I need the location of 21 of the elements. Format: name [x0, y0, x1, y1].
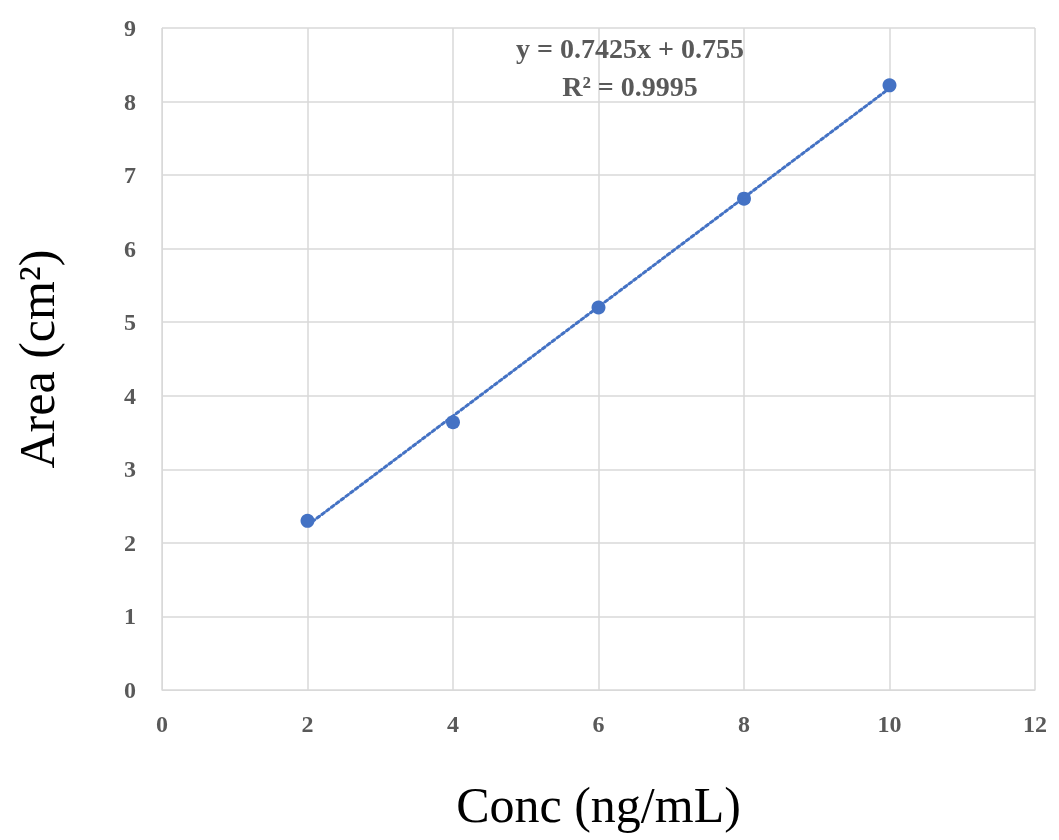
- annotation: y = 0.7425x + 0.755: [516, 32, 744, 64]
- annotation: R² = 0.9995: [562, 70, 698, 102]
- x-tick-label: 10: [877, 711, 902, 737]
- y-tick-label: 5: [124, 309, 136, 336]
- y-tick-label: 2: [124, 529, 136, 556]
- y-tick-label: 9: [124, 15, 136, 41]
- y-tick-label: 1: [124, 603, 136, 630]
- y-tick-label: 7: [124, 162, 136, 189]
- x-tick-label: 6: [592, 711, 605, 737]
- y-axis-title: Area (cm²): [9, 249, 65, 469]
- x-tick-label: 8: [738, 711, 750, 737]
- y-tick-label: 4: [124, 382, 136, 409]
- x-tick-label: 0: [156, 711, 168, 737]
- y-tick-label: 6: [124, 235, 136, 262]
- y-tick-label: 3: [124, 456, 136, 483]
- y-tick-label: 0: [124, 677, 136, 703]
- x-tick-label: 12: [1023, 711, 1047, 737]
- x-tick-label: 2: [301, 711, 314, 737]
- y-tick-label: 8: [124, 88, 136, 115]
- x-axis-title: Conc (ng/mL): [456, 777, 741, 833]
- x-tick-label: 4: [447, 711, 459, 737]
